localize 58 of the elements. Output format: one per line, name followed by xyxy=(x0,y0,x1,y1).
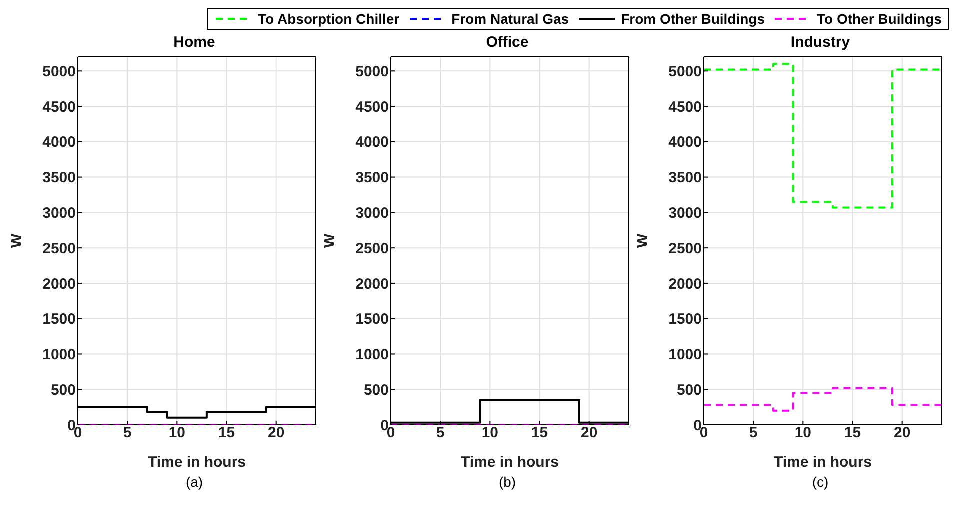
x-tick-label: 5 xyxy=(436,424,445,442)
y-tick-label: 4500 xyxy=(42,98,76,116)
text: (b) xyxy=(498,474,518,490)
chart-title: Home xyxy=(172,34,216,53)
y-tick-label: 4000 xyxy=(668,134,702,152)
x-tick-label: 10 xyxy=(794,424,812,442)
x-axis-title: Time in hours xyxy=(460,454,560,471)
y-tick-label: 2000 xyxy=(668,276,702,293)
legend-label: From Natural Gas xyxy=(452,11,570,27)
y-tick-label: 500 xyxy=(50,382,76,399)
y-tick-label: 1000 xyxy=(356,346,389,364)
y-tick-label: 2000 xyxy=(42,276,76,293)
y-tick-label: 4000 xyxy=(42,134,76,152)
y-tick-label: 2500 xyxy=(42,240,76,258)
y-tick-label: 1500 xyxy=(668,311,702,328)
y-tick-label: 500 xyxy=(364,382,389,399)
y-tick-label: 3000 xyxy=(668,205,702,222)
y-axis-title: W xyxy=(8,233,26,248)
x-tick-label: 5 xyxy=(123,424,132,442)
y-tick-label: 5000 xyxy=(668,63,702,80)
chart-title: Office xyxy=(485,34,530,53)
chart-title: Industry xyxy=(790,34,852,53)
x-tick-label: 5 xyxy=(749,424,758,442)
y-tick-label: 1500 xyxy=(356,311,389,328)
y-tick-label: 4500 xyxy=(668,98,702,116)
y-tick-label: 1000 xyxy=(668,346,702,364)
y-tick-label: 5000 xyxy=(356,63,389,80)
text: (a) xyxy=(184,474,204,490)
x-tick-label: 10 xyxy=(482,424,499,442)
y-tick-label: 3500 xyxy=(668,170,702,187)
x-tick-label: 20 xyxy=(268,424,285,442)
x-tick-label: 15 xyxy=(844,424,862,442)
y-tick-label: 2500 xyxy=(356,240,389,258)
legend-label: To Other Buildings xyxy=(816,11,942,27)
text: (c) xyxy=(811,474,830,490)
y-tick-label: 5000 xyxy=(42,63,76,80)
y-tick-label: 4500 xyxy=(356,98,389,116)
legend-label: From Other Buildings xyxy=(621,11,765,27)
y-tick-label: 3500 xyxy=(356,170,389,187)
y-tick-label: 1500 xyxy=(42,311,76,328)
y-tick-label: 3500 xyxy=(42,170,76,187)
y-tick-label: 1000 xyxy=(42,346,76,364)
x-tick-label: 20 xyxy=(894,424,911,442)
x-axis-title: Time in hours xyxy=(774,454,872,471)
x-tick-label: 15 xyxy=(531,424,548,442)
y-axis-title: W xyxy=(321,233,338,248)
y-tick-label: 3000 xyxy=(356,205,389,222)
legend-label: To Absorption Chiller xyxy=(258,11,400,27)
x-tick-label: 15 xyxy=(218,424,236,442)
y-tick-label: 500 xyxy=(676,382,702,399)
y-tick-label: 2500 xyxy=(668,240,702,258)
y-tick-label: 2000 xyxy=(356,276,389,293)
x-tick-label: 20 xyxy=(580,424,598,442)
y-tick-label: 3000 xyxy=(42,205,76,222)
y-tick-label: 4000 xyxy=(356,134,389,152)
y-axis-title: W xyxy=(634,233,652,248)
x-axis-title: Time in hours xyxy=(148,454,246,471)
x-tick-label: 10 xyxy=(168,424,186,442)
